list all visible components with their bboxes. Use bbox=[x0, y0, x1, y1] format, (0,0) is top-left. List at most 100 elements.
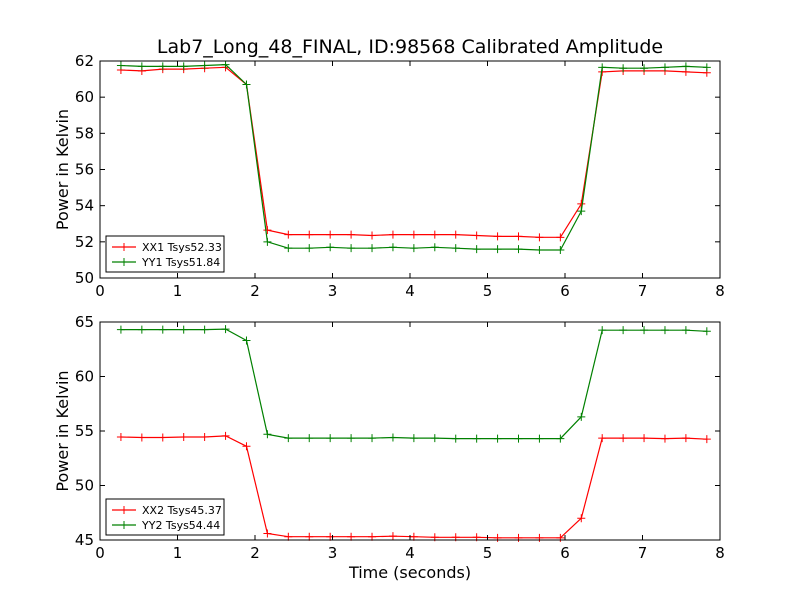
x-tick-label: 3 bbox=[328, 282, 338, 300]
data-point bbox=[577, 199, 586, 208]
y-tick-label: 50 bbox=[75, 269, 94, 287]
x-tick-label: 6 bbox=[560, 544, 570, 562]
y-tick-label: 60 bbox=[75, 368, 94, 386]
data-point bbox=[158, 62, 167, 71]
legend-swatch-marker bbox=[120, 521, 128, 529]
x-tick-label: 4 bbox=[405, 544, 415, 562]
y-tick-label: 65 bbox=[75, 313, 94, 331]
data-point bbox=[263, 226, 272, 235]
data-point bbox=[472, 245, 481, 254]
data-point bbox=[514, 434, 523, 443]
data-point bbox=[242, 336, 251, 345]
data-point bbox=[284, 244, 293, 253]
data-point bbox=[640, 326, 649, 335]
x-tick-label: 8 bbox=[715, 282, 725, 300]
x-tick-label: 6 bbox=[560, 282, 570, 300]
data-point bbox=[326, 434, 335, 443]
data-point bbox=[305, 244, 314, 253]
data-point bbox=[493, 232, 502, 241]
data-point bbox=[409, 244, 418, 253]
data-point bbox=[660, 63, 669, 72]
data-point bbox=[451, 434, 460, 443]
data-point bbox=[158, 325, 167, 334]
data-point bbox=[388, 433, 397, 442]
data-point bbox=[472, 434, 481, 443]
data-point bbox=[221, 60, 230, 69]
data-point bbox=[368, 532, 377, 541]
data-point bbox=[200, 325, 209, 334]
x-tick-label: 8 bbox=[715, 544, 725, 562]
legend-box bbox=[105, 498, 225, 536]
data-point bbox=[598, 63, 607, 72]
data-point bbox=[137, 62, 146, 71]
y-tick-label: 60 bbox=[75, 88, 94, 106]
legend-label: YY1 Tsys51.84 bbox=[141, 256, 220, 269]
y-tick-label: 58 bbox=[75, 124, 94, 142]
data-point bbox=[681, 434, 690, 443]
y-tick-label: 52 bbox=[75, 233, 94, 251]
x-tick-label: 0 bbox=[95, 544, 105, 562]
x-tick-label: 4 bbox=[405, 282, 415, 300]
x-axis-label: Time (seconds) bbox=[348, 563, 471, 582]
data-point bbox=[388, 532, 397, 541]
x-tick-label: 0 bbox=[95, 282, 105, 300]
data-point bbox=[409, 532, 418, 541]
data-point bbox=[242, 442, 251, 451]
data-point bbox=[137, 433, 146, 442]
data-point bbox=[619, 64, 628, 73]
y-tick-label: 62 bbox=[75, 52, 94, 70]
data-point bbox=[347, 434, 356, 443]
data-point bbox=[347, 532, 356, 541]
legend-swatch-marker bbox=[120, 258, 128, 266]
x-tick-label: 5 bbox=[483, 544, 493, 562]
data-point bbox=[451, 230, 460, 239]
data-point bbox=[263, 529, 272, 538]
legend-swatch-marker bbox=[120, 506, 128, 514]
data-point bbox=[179, 325, 188, 334]
data-point bbox=[556, 233, 565, 242]
chart-title: Lab7_Long_48_FINAL, ID:98568 Calibrated … bbox=[157, 36, 663, 58]
data-point bbox=[430, 434, 439, 443]
data-point bbox=[640, 64, 649, 73]
data-point bbox=[493, 245, 502, 254]
data-point bbox=[263, 430, 272, 439]
data-point bbox=[430, 230, 439, 239]
y-tick-label: 54 bbox=[75, 197, 94, 215]
data-point bbox=[514, 232, 523, 241]
data-point bbox=[305, 434, 314, 443]
data-point bbox=[263, 237, 272, 246]
data-point bbox=[409, 230, 418, 239]
data-point bbox=[284, 434, 293, 443]
x-tick-label: 7 bbox=[638, 544, 648, 562]
x-tick-label: 3 bbox=[328, 544, 338, 562]
x-tick-label: 2 bbox=[250, 544, 260, 562]
data-point bbox=[326, 230, 335, 239]
data-point bbox=[598, 326, 607, 335]
data-point bbox=[681, 62, 690, 71]
data-point bbox=[200, 61, 209, 70]
y-tick-label: 45 bbox=[75, 531, 94, 549]
data-point bbox=[388, 243, 397, 252]
data-point bbox=[158, 433, 167, 442]
data-point bbox=[305, 532, 314, 541]
data-point bbox=[179, 62, 188, 71]
data-point bbox=[556, 434, 565, 443]
data-point bbox=[702, 63, 711, 72]
x-tick-label: 1 bbox=[173, 282, 183, 300]
data-point bbox=[284, 532, 293, 541]
legend-swatch-marker bbox=[120, 243, 128, 251]
data-point bbox=[116, 61, 125, 70]
y-tick-label: 55 bbox=[75, 422, 94, 440]
legend: XX2 Tsys45.37 YY2 Tsys54.44 bbox=[105, 498, 225, 536]
data-point bbox=[598, 434, 607, 443]
legend-label: XX1 Tsys52.33 bbox=[142, 241, 222, 254]
y-tick-label: 50 bbox=[75, 477, 94, 495]
data-point bbox=[535, 434, 544, 443]
data-point bbox=[221, 325, 230, 334]
legend-box bbox=[105, 235, 225, 273]
data-point bbox=[619, 326, 628, 335]
